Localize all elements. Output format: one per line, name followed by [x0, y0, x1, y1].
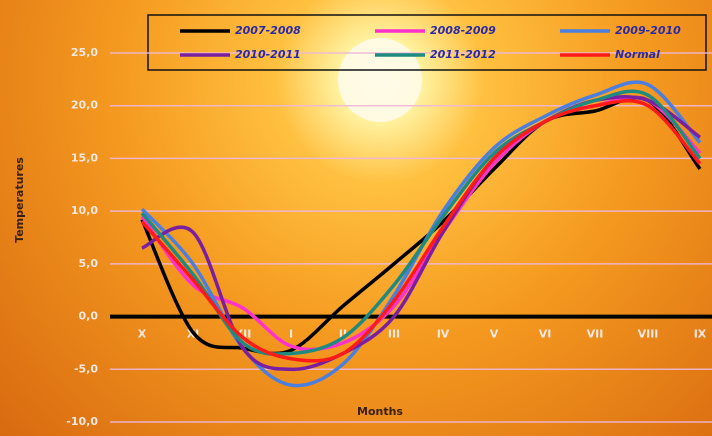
x-tick-label: X	[138, 328, 147, 341]
y-tick-label: 10,0	[71, 204, 98, 217]
x-tick-label: IV	[437, 328, 450, 341]
x-axis-title: Months	[357, 405, 403, 418]
legend-label: 2007-2008	[235, 24, 301, 37]
legend-label: 2010-2011	[235, 48, 301, 61]
y-tick-label: 20,0	[71, 99, 98, 112]
y-tick-label: 5,0	[79, 257, 99, 270]
y-axis-title: Temperatures	[13, 157, 26, 243]
y-tick-label: 25,0	[71, 46, 98, 59]
y-tick-label: -5,0	[74, 362, 98, 375]
legend-label: 2008-2009	[430, 24, 496, 37]
x-tick-label: III	[388, 328, 400, 341]
x-tick-label: V	[490, 328, 499, 341]
legend-label: 2011-2012	[430, 48, 496, 61]
x-tick-label: I	[289, 328, 293, 341]
y-tick-label: 15,0	[71, 151, 98, 164]
x-tick-label: VI	[539, 328, 552, 341]
y-tick-label: 0,0	[79, 310, 99, 323]
x-tick-label: VIII	[638, 328, 659, 341]
legend-label: Normal	[615, 48, 660, 61]
x-tick-label: IX	[694, 328, 707, 341]
chart: Months Temperatures -10,0 -5,0 0,0 5,0 10,0 1…	[0, 0, 712, 436]
y-tick-label: -10,0	[66, 415, 98, 428]
legend-label: 2009-2010	[615, 24, 681, 37]
sun	[338, 38, 422, 122]
x-tick-label: VII	[587, 328, 604, 341]
